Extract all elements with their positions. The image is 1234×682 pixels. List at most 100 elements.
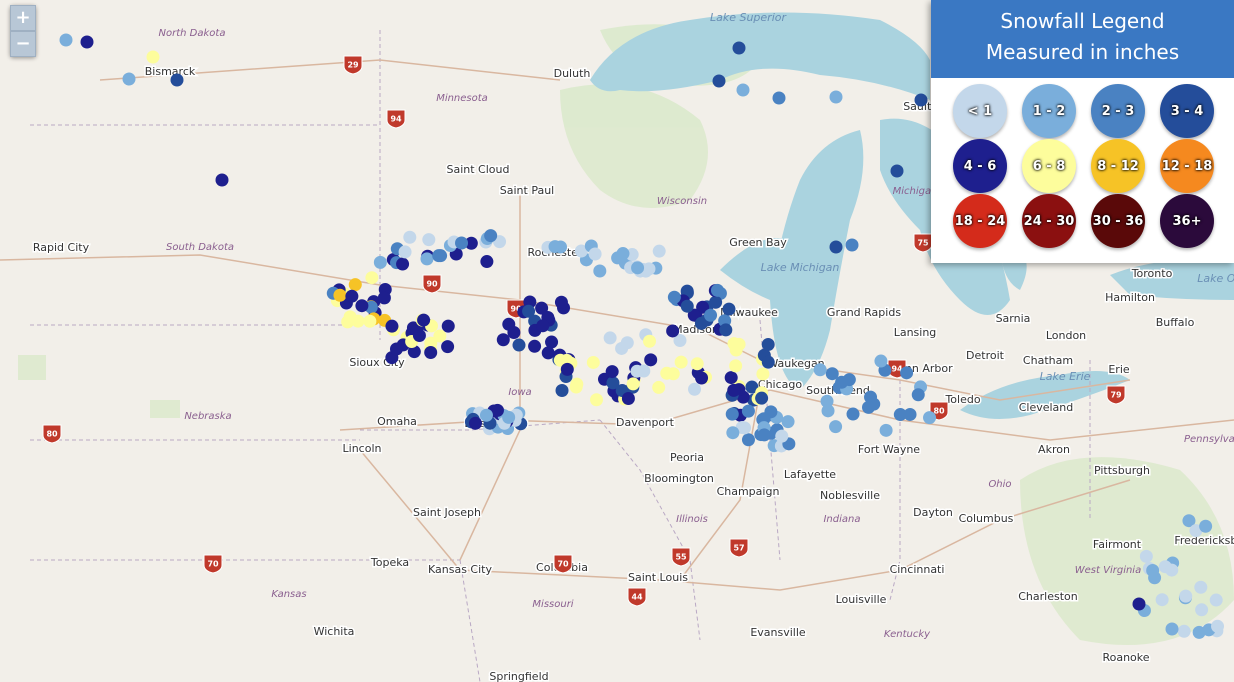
observation-dot [490,403,504,417]
shield-number: 44 [631,593,643,602]
legend-item[interactable]: 18 - 24 [953,194,1007,248]
city-label: Rapid City [33,241,90,254]
city-label: Pittsburgh [1094,464,1150,477]
zoom-in[interactable]: + [10,5,36,31]
observation-dot [333,288,347,302]
observation-dot [1209,593,1223,607]
observation-dot [741,404,755,418]
observation-dot [724,371,738,385]
observation-dot [348,278,362,292]
legend-item[interactable]: 24 - 30 [1022,194,1076,248]
observation-dot [422,233,436,247]
observation-dot [829,90,843,104]
shield-shape [203,554,223,574]
observation-dot [548,240,562,254]
observation-dot [1132,597,1146,611]
city-label: Lansing [894,326,937,339]
observation-dot [626,377,640,391]
legend-item[interactable]: 1 - 2 [1022,84,1076,138]
observation-dot [741,433,755,447]
state-label: Pennsylvania [1184,434,1234,445]
observation-dot [536,319,550,333]
shield-shape [1106,385,1126,405]
observation-dot [835,375,849,389]
observation-dot [845,238,859,252]
observation-dot [923,411,937,425]
observation-dot [420,252,434,266]
observation-dot [725,407,739,421]
highway-shield: 55 [671,547,691,567]
state-label: Illinois [676,514,708,525]
city-label: Charleston [1018,590,1078,603]
observation-dot [389,342,403,356]
city-label: Louisville [836,593,887,606]
legend-item[interactable]: 30 - 36 [1091,194,1145,248]
legend-item[interactable]: 4 - 6 [953,139,1007,193]
legend-item[interactable]: 6 - 8 [1022,139,1076,193]
observation-dot [80,35,94,49]
observation-dot [484,229,498,243]
observation-dot [732,337,746,351]
observation-dot [1194,580,1208,594]
city-label: Bismarck [145,65,196,78]
legend-item[interactable]: 3 - 4 [1160,84,1214,138]
observation-dot [377,291,391,305]
state-label: Wisconsin [657,196,707,207]
city-label: London [1046,329,1086,342]
legend-item[interactable]: < 1 [953,84,1007,138]
city-label: Fredericksburg [1174,534,1234,547]
observation-dot [412,328,426,342]
legend-item[interactable]: 36+ [1160,194,1214,248]
city-label: Bloomington [644,472,714,485]
shield-shape [343,55,363,75]
state-label: Michigan [893,186,938,197]
legend-item[interactable]: 12 - 18 [1160,139,1214,193]
observation-dot [631,261,645,275]
observation-dot [586,355,600,369]
observation-dot [761,355,775,369]
city-label: Fairmont [1093,538,1142,551]
city-label: Topeka [370,556,409,569]
observation-dot [911,388,925,402]
observation-dot [829,420,843,434]
shield-number: 90 [426,280,438,289]
city-label: Omaha [377,415,417,428]
observation-dot [1155,593,1169,607]
observation-dot [355,299,369,313]
observation-dot [637,364,651,378]
shield-shape [422,274,442,294]
city-label: Wichita [314,625,355,638]
observation-dot [620,336,634,350]
observation-dot [502,410,516,424]
observation-dot [555,383,569,397]
shield-shape [42,424,62,444]
legend-item[interactable]: 8 - 12 [1091,139,1145,193]
highway-shield: 29 [343,55,363,75]
observation-dot [695,371,709,385]
observation-dot [745,380,759,394]
observation-dot [755,391,769,405]
city-label: Fort Wayne [858,443,920,456]
shield-shape [729,538,749,558]
legend-item[interactable]: 2 - 3 [1091,84,1145,138]
observation-dot [417,313,431,327]
observation-dot [1165,563,1179,577]
observation-dot [606,376,620,390]
observation-dot [468,416,482,430]
shield-shape [386,109,406,129]
observation-dot [756,367,770,381]
observation-dot [363,314,377,328]
observation-dot [464,236,478,250]
city-label: Noblesville [820,489,880,502]
highway-shield: 44 [627,587,647,607]
observation-dot [1199,519,1213,533]
observation-dot [1195,603,1209,617]
state-label: South Dakota [166,242,234,253]
observation-dot [553,353,567,367]
observation-dot [673,334,687,348]
zoom-out[interactable]: − [10,31,36,57]
observation-dot [385,319,399,333]
observation-dot [522,304,536,318]
